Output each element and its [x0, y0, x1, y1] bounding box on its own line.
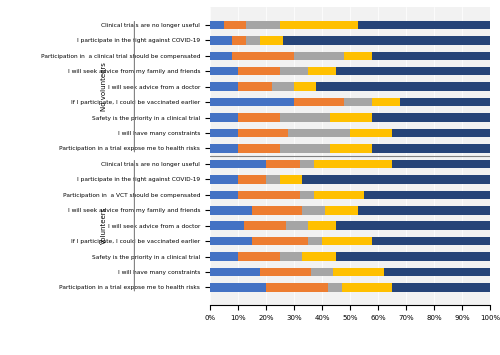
- Bar: [392, 129, 490, 137]
- Bar: [252, 237, 308, 245]
- Bar: [294, 51, 344, 60]
- Bar: [344, 98, 372, 106]
- Bar: [283, 36, 490, 45]
- Bar: [392, 160, 490, 168]
- Bar: [238, 129, 288, 137]
- Bar: [358, 21, 490, 29]
- Bar: [238, 175, 266, 184]
- Bar: [238, 144, 280, 153]
- Bar: [302, 206, 325, 214]
- Bar: [210, 191, 238, 199]
- Bar: [280, 21, 358, 29]
- Bar: [336, 222, 490, 230]
- Bar: [246, 36, 260, 45]
- Bar: [210, 82, 238, 91]
- Bar: [224, 21, 246, 29]
- Bar: [302, 175, 490, 184]
- Bar: [210, 113, 238, 122]
- Bar: [210, 222, 244, 230]
- Bar: [350, 129, 392, 137]
- Bar: [210, 67, 238, 76]
- Bar: [210, 206, 252, 214]
- Bar: [210, 36, 233, 45]
- Bar: [294, 82, 316, 91]
- Bar: [344, 51, 372, 60]
- Bar: [280, 252, 302, 261]
- Bar: [246, 21, 280, 29]
- Text: No volunteers: No volunteers: [100, 62, 106, 111]
- Bar: [260, 268, 311, 276]
- Bar: [314, 160, 392, 168]
- Bar: [333, 268, 384, 276]
- Bar: [280, 67, 308, 76]
- Bar: [266, 175, 280, 184]
- Bar: [232, 51, 294, 60]
- Bar: [252, 206, 302, 214]
- Bar: [330, 144, 372, 153]
- Bar: [392, 283, 490, 292]
- Bar: [288, 129, 350, 137]
- Bar: [238, 67, 280, 76]
- Bar: [330, 113, 372, 122]
- Bar: [336, 67, 490, 76]
- Bar: [244, 222, 286, 230]
- Bar: [210, 283, 266, 292]
- Bar: [210, 98, 294, 106]
- Bar: [325, 206, 358, 214]
- Bar: [364, 191, 490, 199]
- Bar: [210, 268, 260, 276]
- Bar: [210, 129, 238, 137]
- Bar: [372, 98, 400, 106]
- Bar: [210, 237, 252, 245]
- Bar: [400, 98, 490, 106]
- Bar: [238, 113, 280, 122]
- Bar: [308, 237, 322, 245]
- Bar: [238, 82, 272, 91]
- Bar: [300, 160, 314, 168]
- Bar: [358, 206, 490, 214]
- Bar: [280, 113, 330, 122]
- Bar: [308, 222, 336, 230]
- Bar: [280, 175, 302, 184]
- Bar: [210, 160, 266, 168]
- Bar: [210, 252, 238, 261]
- Bar: [372, 237, 490, 245]
- Bar: [372, 144, 490, 153]
- Bar: [286, 222, 308, 230]
- Bar: [384, 268, 490, 276]
- Bar: [342, 283, 392, 292]
- Bar: [238, 252, 280, 261]
- Bar: [322, 237, 372, 245]
- Bar: [238, 191, 300, 199]
- Bar: [311, 268, 333, 276]
- Bar: [314, 191, 364, 199]
- Bar: [328, 283, 342, 292]
- Bar: [272, 82, 294, 91]
- Bar: [232, 36, 246, 45]
- Bar: [302, 252, 336, 261]
- Bar: [308, 67, 336, 76]
- Bar: [210, 175, 238, 184]
- Bar: [300, 191, 314, 199]
- Bar: [210, 21, 224, 29]
- Bar: [260, 36, 283, 45]
- Bar: [210, 144, 238, 153]
- Bar: [372, 113, 490, 122]
- Bar: [316, 82, 490, 91]
- Bar: [266, 283, 328, 292]
- Bar: [210, 51, 233, 60]
- Text: Volunteers: Volunteers: [100, 207, 106, 244]
- Bar: [294, 98, 344, 106]
- Bar: [266, 160, 300, 168]
- Bar: [336, 252, 490, 261]
- Bar: [280, 144, 330, 153]
- Bar: [372, 51, 490, 60]
